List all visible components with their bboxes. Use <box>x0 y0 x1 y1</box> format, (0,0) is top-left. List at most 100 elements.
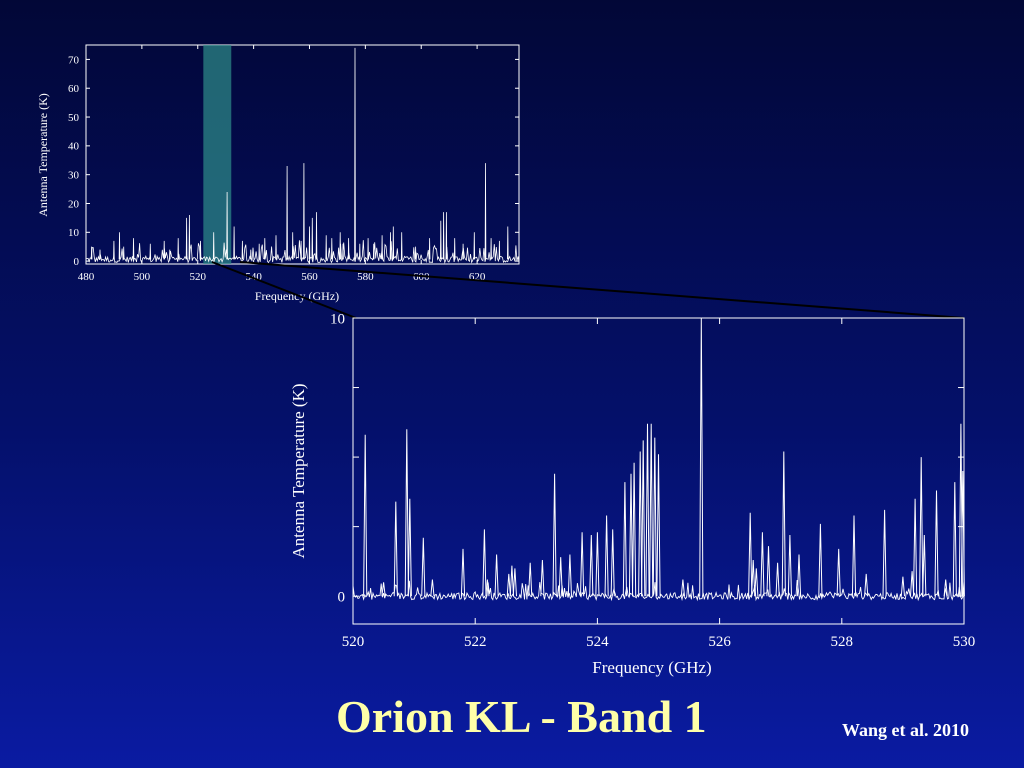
emission-line <box>628 473 634 597</box>
emission-line <box>169 249 171 260</box>
emission-line <box>226 191 228 260</box>
emission-line <box>264 238 266 260</box>
emission-line <box>818 523 823 597</box>
emission-line <box>604 515 609 597</box>
emission-line <box>414 246 417 260</box>
y-tick-label: 40 <box>68 141 80 153</box>
emission-line <box>233 226 235 260</box>
x-tick-label: 528 <box>831 634 854 650</box>
y-tick-label: 60 <box>68 83 80 95</box>
emission-line <box>509 565 514 597</box>
emission-line <box>347 238 350 260</box>
emission-line <box>275 235 277 260</box>
x-tick-label: 524 <box>586 634 609 650</box>
emission-line <box>512 568 517 597</box>
y-tick-label: 0 <box>338 589 346 605</box>
emission-line <box>484 163 487 260</box>
emission-line <box>649 423 654 597</box>
emission-line <box>185 217 188 260</box>
emission-line <box>177 238 179 260</box>
overview-plot-frame <box>85 44 520 265</box>
x-tick-label: 500 <box>134 271 151 283</box>
emission-line <box>766 546 771 597</box>
emission-line <box>315 212 318 260</box>
y-tick-label: 50 <box>68 112 80 124</box>
emission-line <box>507 226 509 260</box>
zoomed-spectrum-chart: 520 522 524 526 528 530 0 10 Frequency (GHz) A… <box>289 311 975 677</box>
emission-line <box>645 423 650 597</box>
emission-line <box>775 562 780 597</box>
emission-line <box>567 554 572 597</box>
y-tick-label: 20 <box>68 198 80 210</box>
y-tick-label: 70 <box>68 54 80 66</box>
emission-line <box>622 482 627 597</box>
emission-line <box>372 243 375 260</box>
emission-line <box>363 434 368 597</box>
zoomed-x-axis-label: Frequency (GHz) <box>592 658 711 677</box>
emission-line <box>331 238 333 260</box>
emission-line <box>482 529 487 597</box>
emission-line <box>342 243 344 260</box>
overview-y-ticks: 0 10 20 30 40 50 60 70 <box>68 54 519 268</box>
zoomed-y-ticks: 0 10 <box>330 311 964 605</box>
emission-line <box>118 232 121 260</box>
emission-line <box>943 579 948 597</box>
zoomed-y-axis-label: Antenna Temperature (K) <box>289 383 308 558</box>
emission-line <box>641 440 646 597</box>
slide-title: Orion KL - Band 1 <box>336 691 707 742</box>
emission-line <box>339 232 341 260</box>
y-tick-label: 10 <box>330 311 345 327</box>
x-tick-label: 522 <box>464 634 487 650</box>
emission-line <box>393 501 398 597</box>
emission-line <box>610 529 615 597</box>
emission-line <box>462 243 464 260</box>
connector-line-left <box>211 261 357 319</box>
x-tick-label: 560 <box>301 271 318 283</box>
emission-line <box>558 557 563 597</box>
emission-line <box>473 232 476 260</box>
emission-line <box>241 240 244 260</box>
emission-line <box>149 243 152 260</box>
emission-line <box>922 534 927 597</box>
emission-line <box>632 462 637 597</box>
emission-line <box>960 470 965 597</box>
emission-line <box>311 217 314 260</box>
emission-line <box>882 509 887 597</box>
emission-line <box>453 238 456 260</box>
connector-line-right <box>239 261 965 319</box>
emission-line <box>506 573 511 597</box>
emission-line <box>212 232 215 260</box>
emission-line <box>442 212 445 260</box>
emission-line <box>638 451 643 597</box>
emission-line <box>580 532 585 597</box>
overview-y-axis-label: Antenna Temperature (K) <box>36 93 50 217</box>
emission-line <box>359 243 361 260</box>
emission-line <box>354 47 356 260</box>
zoomed-line-group <box>363 317 965 597</box>
emission-line <box>934 490 939 597</box>
emission-line <box>430 579 435 597</box>
emission-line <box>308 226 311 260</box>
emission-line <box>494 554 499 597</box>
overview-spectrum-chart: 480500520540560580600620 010203040506070… <box>36 44 520 303</box>
emission-line <box>490 238 492 260</box>
emission-line <box>913 498 918 597</box>
zoom-connector-lines <box>211 261 965 319</box>
emission-line <box>864 573 869 597</box>
emission-line <box>199 240 202 260</box>
emission-line <box>188 214 191 260</box>
emission-line <box>163 240 165 260</box>
emission-line <box>652 437 657 597</box>
emission-line <box>440 220 442 260</box>
emission-line <box>122 246 125 260</box>
emission-line <box>99 249 101 260</box>
emission-line <box>90 246 93 260</box>
emission-line <box>589 534 594 597</box>
emission-line <box>381 582 386 597</box>
x-tick-label: 580 <box>357 271 374 283</box>
emission-line <box>900 576 905 597</box>
emission-line <box>407 498 412 597</box>
emission-line <box>552 473 557 597</box>
x-tick-label: 526 <box>708 634 731 650</box>
